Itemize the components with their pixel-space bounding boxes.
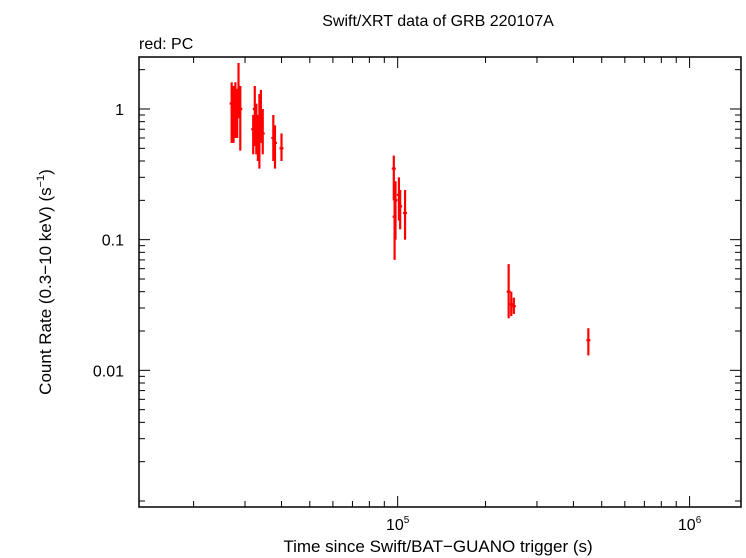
y-tick-label: 0.1	[102, 233, 124, 250]
chart-title: Swift/XRT data of GRB 220107A	[322, 13, 554, 30]
y-axis-label-main: Count Rate (0.3−10 keV) (s	[36, 187, 55, 394]
y-tick-label: 0.01	[93, 363, 124, 380]
x-tick-label: 105	[386, 515, 410, 534]
plot-frame	[138, 56, 742, 508]
y-axis-label: Count Rate (0.3−10 keV) (s−1)	[35, 169, 55, 395]
data-point	[586, 328, 591, 356]
x-tick-label: 106	[678, 515, 702, 534]
data-point	[403, 189, 408, 240]
x-tick-label-exponent: 5	[404, 515, 410, 526]
x-tick-label-base: 10	[678, 517, 696, 534]
data-point	[398, 189, 403, 230]
data-point	[509, 291, 514, 317]
data-point	[272, 125, 277, 169]
x-tick-label-base: 10	[386, 517, 404, 534]
data-point	[393, 181, 398, 240]
x-axis-label: Time since Swift/BAT−GUANO trigger (s)	[283, 537, 592, 556]
data-point	[279, 133, 284, 162]
y-tick-label: 1	[115, 102, 124, 119]
data-point	[511, 297, 516, 314]
data-marks	[229, 62, 591, 356]
x-tick-label-exponent: 6	[696, 515, 702, 526]
data-point	[238, 85, 243, 151]
y-axis-label-exponent: −1	[35, 175, 47, 188]
data-point	[506, 264, 511, 319]
chart-subtitle: red: PC	[139, 36, 193, 53]
data-point	[260, 109, 265, 155]
y-axis-label-close: )	[36, 169, 55, 175]
